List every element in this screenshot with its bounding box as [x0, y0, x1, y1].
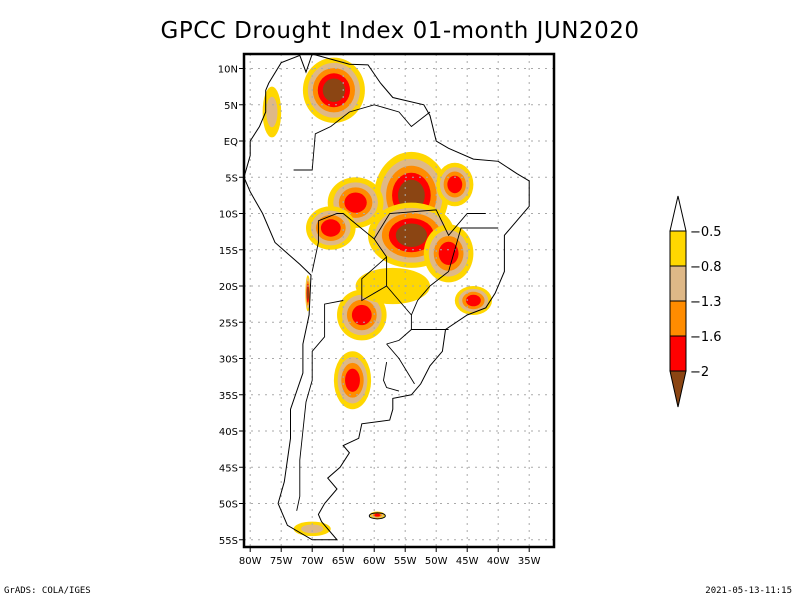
country-border [293, 104, 431, 171]
drought-level-4 [351, 304, 372, 326]
colorbar-segment [669, 335, 687, 372]
country-border [373, 209, 486, 240]
lat-tick-label: 40S [219, 427, 238, 438]
lat-tick-label: 10S [219, 210, 238, 221]
country-border [386, 343, 415, 385]
colorbar-label: −0.5 [690, 225, 722, 240]
colorbar-label: −0.8 [690, 260, 722, 275]
colorbar-label: −1.6 [690, 330, 722, 345]
drought-blob-central-argentina [333, 351, 372, 410]
drought-level-4 [374, 513, 381, 517]
lon-tick-label: 55W [394, 556, 417, 567]
lat-tick-label: EQ [224, 137, 238, 148]
colorbar-label: −1.3 [690, 295, 722, 310]
lat-tick-label: 45S [219, 463, 238, 474]
drought-blob-se-brazil [454, 286, 492, 315]
drought-level-5 [306, 286, 309, 300]
coastline-layer [244, 54, 530, 541]
lat-tick-label: 50S [219, 500, 238, 511]
lat-tick-label: 20S [219, 282, 238, 293]
drought-level-2 [301, 524, 324, 534]
lat-tick-label: 5S [225, 173, 238, 184]
grid-lines [244, 54, 554, 547]
footer-credit: GrADS: COLA/IGES [4, 586, 91, 596]
colorbar-label: −2 [690, 365, 709, 380]
drought-blob-falklands [369, 511, 385, 519]
drought-blob-bolivia [306, 206, 356, 250]
country-border [311, 213, 412, 345]
drought-level-2 [266, 96, 278, 128]
drought-blob-maranhao [436, 162, 474, 207]
lat-tick-label: 30S [219, 355, 238, 366]
colorbar-segment [669, 265, 687, 302]
lat-tick-label: 10N [218, 65, 238, 76]
country-border [383, 362, 400, 392]
drought-blob-tierra-del-fuego [293, 521, 331, 537]
drought-level-4 [320, 219, 341, 237]
colorbar-top-arrow [669, 195, 687, 232]
axis-ticks: 10N 5N EQ 5S 10S 15S 20S 25S 30S 35S 40S 45S 50S 55S8… [218, 65, 541, 568]
lon-tick-label: 35W [518, 556, 541, 567]
lon-tick-label: 80W [239, 556, 262, 567]
lon-tick-label: 60W [363, 556, 386, 567]
drought-fill-layer [262, 57, 492, 537]
lat-tick-label: 25S [219, 318, 238, 329]
lon-tick-label: 50W [425, 556, 448, 567]
drought-level-4 [344, 192, 367, 213]
country-border [361, 256, 387, 302]
south-america-coastline [244, 54, 530, 541]
footer-timestamp: 2021-05-13-11:15 [705, 586, 792, 596]
drought-level-5 [322, 78, 346, 102]
chart-title: GPCC Drought Index 01-month JUN2020 [160, 18, 640, 44]
drought-blob-goias [423, 224, 474, 283]
map-frame [242, 52, 556, 549]
lon-tick-label: 45W [456, 556, 479, 567]
lon-tick-label: 75W [270, 556, 293, 567]
lon-tick-label: 65W [332, 556, 355, 567]
lat-tick-label: 5N [224, 101, 238, 112]
colorbar-segment [669, 230, 687, 267]
drought-level-5 [395, 223, 428, 247]
country-border [410, 227, 499, 316]
lat-tick-label: 55S [219, 536, 238, 547]
drought-level-4 [438, 241, 459, 265]
colorbar: −0.5 −0.8 −1.3 −1.6 −2 [669, 195, 722, 408]
drought-level-4 [447, 175, 463, 194]
country-border [296, 300, 344, 511]
lon-tick-label: 40W [487, 556, 510, 567]
colorbar-bottom-arrow [669, 370, 687, 408]
drought-level-4 [345, 368, 360, 392]
lon-tick-label: 70W [301, 556, 324, 567]
drought-blob-venezuela [302, 57, 365, 123]
lat-tick-label: 15S [219, 246, 238, 257]
lat-tick-label: 35S [219, 391, 238, 402]
colorbar-segment [669, 300, 687, 337]
falkland-islands [368, 512, 386, 520]
drought-blob-colombia-pacific [262, 86, 282, 138]
drought-level-4 [465, 294, 481, 307]
